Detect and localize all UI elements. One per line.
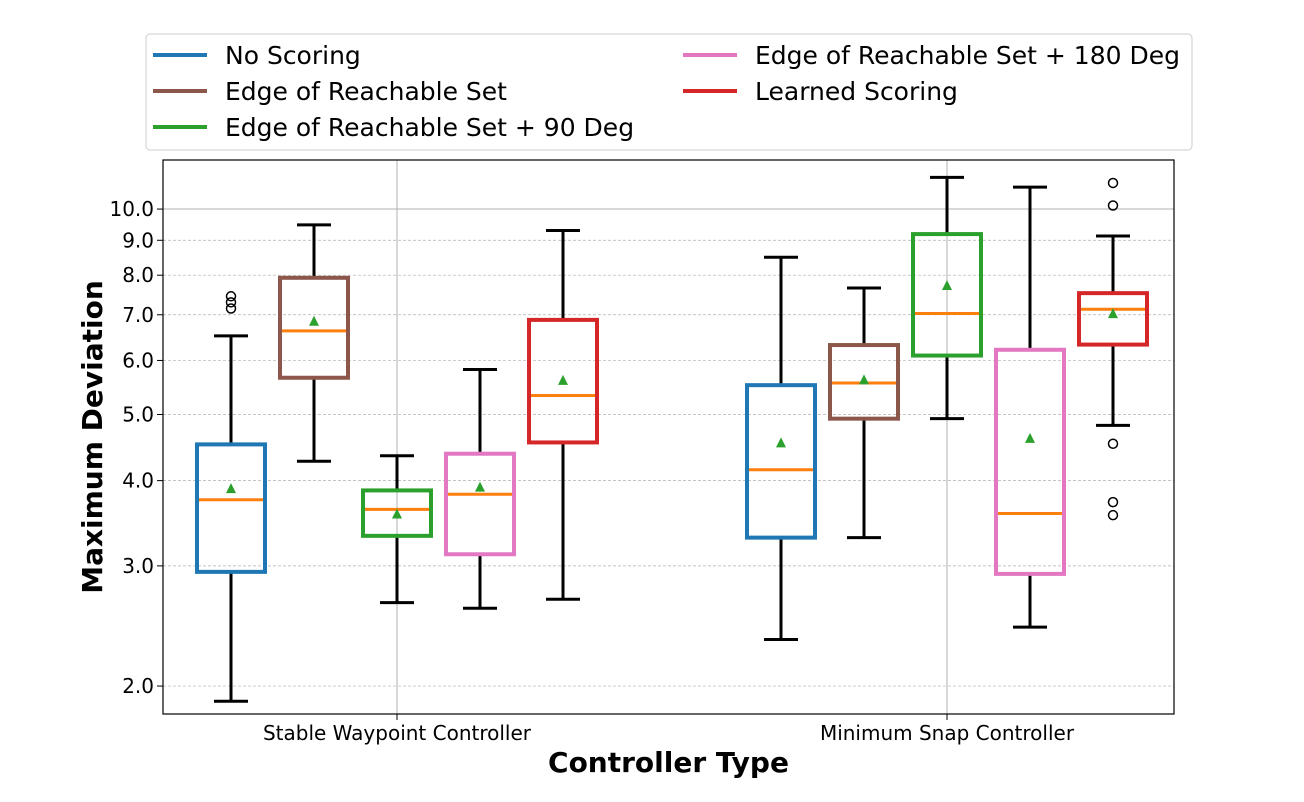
outlier-point	[225, 303, 237, 314]
box-body	[745, 383, 817, 540]
outlier-point	[1107, 200, 1119, 211]
x-tick-label: Stable Waypoint Controller	[263, 721, 532, 745]
box-body	[994, 347, 1066, 576]
y-tick-label: 10.0	[109, 197, 154, 221]
box-edge-of-reachable-set-90-deg	[911, 175, 983, 421]
box-body	[1077, 291, 1149, 347]
mean-marker	[558, 374, 568, 385]
mean-marker	[309, 315, 319, 326]
y-tick-label: 8.0	[122, 263, 154, 287]
box-edge-of-reachable-set-180-deg	[994, 185, 1066, 629]
x-axis-title: Controller Type	[548, 746, 789, 779]
y-tick-label: 3.0	[122, 554, 154, 578]
grid-lines	[163, 160, 1174, 714]
box-body	[444, 451, 516, 557]
mean-marker	[859, 374, 869, 385]
box-plots	[195, 175, 1149, 703]
box-body	[911, 232, 983, 358]
box-body	[527, 317, 599, 445]
x-tick-label: Minimum Snap Controller	[820, 721, 1075, 745]
box-edge-of-reachable-set	[278, 223, 350, 463]
y-tick-label: 9.0	[122, 228, 154, 252]
y-tick-label: 2.0	[122, 674, 154, 698]
legend-frame	[145, 33, 1193, 151]
box-learned-scoring	[527, 229, 599, 601]
box-learned-scoring	[1077, 177, 1149, 521]
mean-marker	[392, 508, 402, 519]
mean-marker	[942, 279, 952, 290]
box-edge-of-reachable-set-180-deg	[444, 367, 516, 610]
y-axis-ticks: 2.0 3.0 4.0 5.0 6.0 7.0 8.0 9.0 10.0	[109, 197, 163, 698]
legend-label: Edge of Reachable Set + 180 Deg	[755, 41, 1180, 70]
y-axis-title: Maximum Deviation	[76, 280, 109, 594]
legend-label: Edge of Reachable Set + 90 Deg	[225, 113, 634, 142]
y-tick-label: 5.0	[122, 402, 154, 426]
x-axis-ticks: Stable Waypoint Controller Minimum Snap C…	[263, 714, 1075, 745]
legend: No Scoring Edge of Reachable Set Edge of R…	[145, 33, 1193, 151]
box-body	[278, 275, 350, 380]
box-body	[828, 343, 900, 421]
outlier-point	[1107, 438, 1119, 449]
mean-marker	[1025, 432, 1035, 443]
plot-area-frame	[162, 159, 1175, 715]
legend-label: Edge of Reachable Set	[225, 77, 507, 106]
outlier-point	[1107, 177, 1119, 189]
legend-label: Learned Scoring	[755, 77, 958, 106]
y-tick-label: 6.0	[122, 348, 154, 372]
mean-marker	[776, 437, 786, 448]
outlier-point	[225, 297, 237, 308]
outlier-point	[1107, 496, 1119, 508]
mean-marker	[226, 483, 236, 494]
legend-label: No Scoring	[225, 41, 361, 70]
box-body	[361, 488, 433, 538]
box-no-scoring	[745, 255, 817, 642]
mean-marker	[475, 481, 485, 492]
outlier-point	[1107, 509, 1119, 521]
outlier-point	[225, 291, 237, 302]
box-edge-of-reachable-set	[828, 286, 900, 540]
y-tick-label: 7.0	[122, 303, 154, 327]
box-body	[195, 442, 267, 574]
mean-marker	[1108, 308, 1118, 319]
box-no-scoring	[195, 291, 267, 703]
box-edge-of-reachable-set-90-deg	[361, 454, 433, 605]
y-tick-label: 4.0	[122, 469, 154, 493]
